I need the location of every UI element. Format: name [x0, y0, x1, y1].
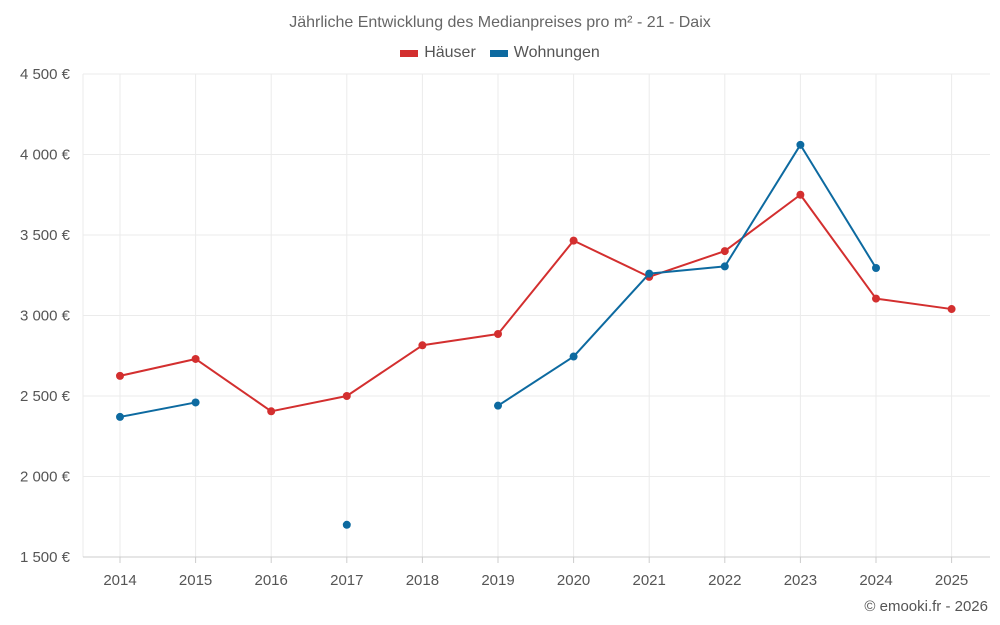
x-tick-label: 2020: [557, 572, 590, 589]
data-point-wohnungen[interactable]: [872, 264, 880, 273]
x-tick-label: 2024: [859, 572, 892, 589]
x-tick-label: 2025: [935, 572, 968, 589]
legend-swatch-haeuser: [400, 49, 419, 57]
data-point-haeuser[interactable]: [191, 354, 200, 363]
data-point-haeuser[interactable]: [494, 330, 502, 339]
x-tick-label: 2019: [481, 572, 514, 589]
x-tick-label: 2017: [330, 572, 363, 589]
series-line-wohnungen: [119, 401, 196, 418]
y-tick-label: 4 500 €: [20, 66, 71, 83]
chart-title: Jährliche Entwicklung des Medianpreises …: [289, 14, 711, 31]
data-point-haeuser[interactable]: [267, 407, 276, 416]
y-tick-label: 2 000 €: [20, 469, 71, 486]
data-point-haeuser[interactable]: [116, 371, 124, 380]
y-tick-label: 1 500 €: [20, 549, 71, 566]
series-line-haeuser: [119, 193, 952, 413]
legend-swatch-wohnungen: [489, 49, 508, 57]
y-tick-label: 3 000 €: [20, 308, 71, 325]
series-line-wohnungen: [497, 143, 877, 407]
x-tick-label: 2015: [179, 572, 212, 589]
data-point-wohnungen[interactable]: [494, 401, 502, 410]
data-point-haeuser[interactable]: [720, 247, 729, 256]
data-point-haeuser[interactable]: [947, 305, 956, 314]
legend-item-haeuser[interactable]: Häuser: [400, 44, 476, 62]
data-point-haeuser[interactable]: [418, 341, 427, 350]
x-tick-label: 2018: [406, 572, 439, 589]
data-point-haeuser[interactable]: [796, 190, 805, 199]
data-point-wohnungen[interactable]: [796, 140, 805, 149]
data-point-wohnungen[interactable]: [342, 520, 351, 529]
legend: Häuser Wohnungen: [0, 44, 1000, 62]
legend-label-haeuser: Häuser: [424, 44, 476, 61]
x-tick-label: 2016: [255, 572, 288, 589]
y-tick-label: 4 000 €: [20, 147, 71, 164]
y-tick-label: 2 500 €: [20, 388, 71, 405]
data-point-wohnungen[interactable]: [569, 352, 578, 361]
data-point-wohnungen[interactable]: [191, 398, 200, 407]
credit-text: © emooki.fr - 2026: [864, 598, 988, 615]
data-point-haeuser[interactable]: [569, 236, 578, 245]
x-tick-label: 2023: [784, 572, 817, 589]
legend-item-wohnungen[interactable]: Wohnungen: [489, 44, 600, 62]
x-tick-label: 2021: [633, 572, 666, 589]
data-point-haeuser[interactable]: [342, 392, 351, 400]
data-point-wohnungen[interactable]: [720, 262, 729, 271]
y-tick-label: 3 500 €: [20, 227, 71, 244]
data-point-wohnungen[interactable]: [645, 269, 654, 278]
legend-label-wohnungen: Wohnungen: [513, 44, 600, 61]
data-point-wohnungen[interactable]: [116, 412, 124, 421]
x-tick-label: 2014: [103, 572, 136, 589]
x-tick-label: 2022: [708, 572, 741, 589]
data-point-haeuser[interactable]: [872, 294, 880, 303]
